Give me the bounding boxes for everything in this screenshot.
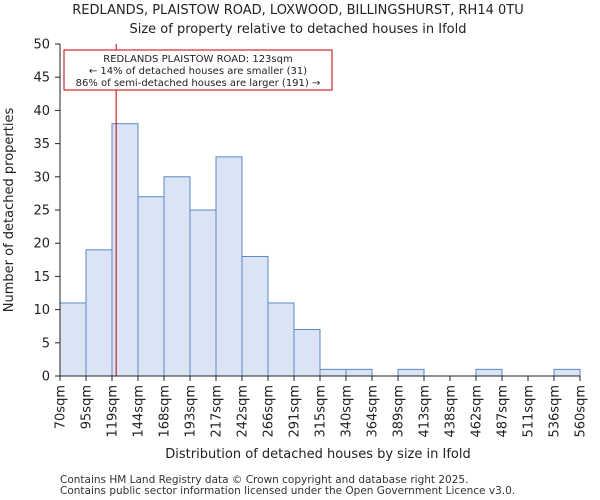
- y-ticks-group: 0 5 10 15 20 25 30 35 40 45 50: [33, 38, 60, 385]
- x-tick-label-340sqm: 340sqm: [340, 385, 355, 438]
- bar-340sqm: [345, 368, 373, 377]
- y-tick-label-5: 5: [42, 336, 50, 351]
- bar-217sqm: [215, 156, 243, 377]
- bar-70sqm: [59, 302, 87, 377]
- y-tick-label-0: 0: [42, 370, 50, 385]
- x-tick-label-462sqm: 462sqm: [470, 385, 485, 438]
- x-tick-label-144sqm: 144sqm: [132, 385, 147, 438]
- x-tick-label-168sqm: 168sqm: [158, 385, 173, 438]
- y-tick-label-50: 50: [33, 38, 50, 53]
- bar-315sqm: [319, 368, 347, 377]
- bar-536sqm: [553, 368, 581, 377]
- y-tick-label-25: 25: [33, 204, 50, 219]
- annotation-line-3: 86% of semi-detached houses are larger (…: [76, 78, 321, 89]
- x-axis-label: Distribution of detached houses by size …: [165, 447, 470, 462]
- x-tick-label-438sqm: 438sqm: [444, 385, 459, 438]
- x-tick-label-95sqm: 95sqm: [80, 385, 95, 429]
- bar-193sqm: [189, 209, 217, 377]
- x-tick-label-315sqm: 315sqm: [314, 385, 329, 438]
- bar-168sqm: [163, 176, 191, 377]
- x-tick-label-364sqm: 364sqm: [366, 385, 381, 438]
- bar-389sqm: [397, 368, 425, 377]
- x-tick-label-119sqm: 119sqm: [106, 385, 121, 438]
- y-tick-label-40: 40: [33, 104, 50, 119]
- bars-group: [59, 123, 581, 377]
- y-tick-label-35: 35: [33, 137, 50, 152]
- bar-462sqm: [475, 368, 503, 377]
- annotation-box: [63, 49, 333, 91]
- bar-95sqm: [85, 249, 113, 377]
- x-tick-label-217sqm: 217sqm: [210, 385, 225, 438]
- x-tick-label-487sqm: 487sqm: [496, 385, 511, 438]
- y-tick-label-30: 30: [33, 170, 50, 185]
- x-tick-label-70sqm: 70sqm: [54, 385, 69, 429]
- footer-line-2: Contains public sector information licen…: [60, 485, 515, 497]
- chart-title: REDLANDS, PLAISTOW ROAD, LOXWOOD, BILLIN…: [72, 3, 523, 18]
- annotation-line-2: ← 14% of detached houses are smaller (31…: [89, 66, 307, 77]
- bar-144sqm: [137, 196, 165, 377]
- y-tick-label-15: 15: [33, 270, 50, 285]
- x-tick-label-536sqm: 536sqm: [548, 385, 563, 438]
- y-tick-label-45: 45: [33, 71, 50, 86]
- x-tick-label-291sqm: 291sqm: [288, 385, 303, 438]
- footer-line-1: Contains HM Land Registry data © Crown c…: [60, 474, 468, 486]
- bar-266sqm: [267, 302, 295, 377]
- x-tick-label-242sqm: 242sqm: [236, 385, 251, 438]
- x-tick-label-511sqm: 511sqm: [522, 385, 537, 438]
- bar-291sqm: [293, 329, 321, 377]
- y-tick-label-10: 10: [33, 303, 50, 318]
- y-tick-label-20: 20: [33, 237, 50, 252]
- x-tick-label-560sqm: 560sqm: [574, 385, 589, 438]
- chart-subtitle: Size of property relative to detached ho…: [129, 22, 466, 37]
- x-tick-label-193sqm: 193sqm: [184, 385, 199, 438]
- x-tick-label-389sqm: 389sqm: [392, 385, 407, 438]
- bar-242sqm: [241, 255, 269, 377]
- x-tick-label-413sqm: 413sqm: [418, 385, 433, 438]
- x-ticks-group: 70sqm 95sqm 119sqm 144sqm 168sqm 193sqm 217sqm…: [54, 376, 589, 438]
- x-tick-label-266sqm: 266sqm: [262, 385, 277, 438]
- annotation-line-1: REDLANDS PLAISTOW ROAD: 123sqm: [103, 54, 292, 65]
- y-axis-label: Number of detached properties: [2, 108, 17, 313]
